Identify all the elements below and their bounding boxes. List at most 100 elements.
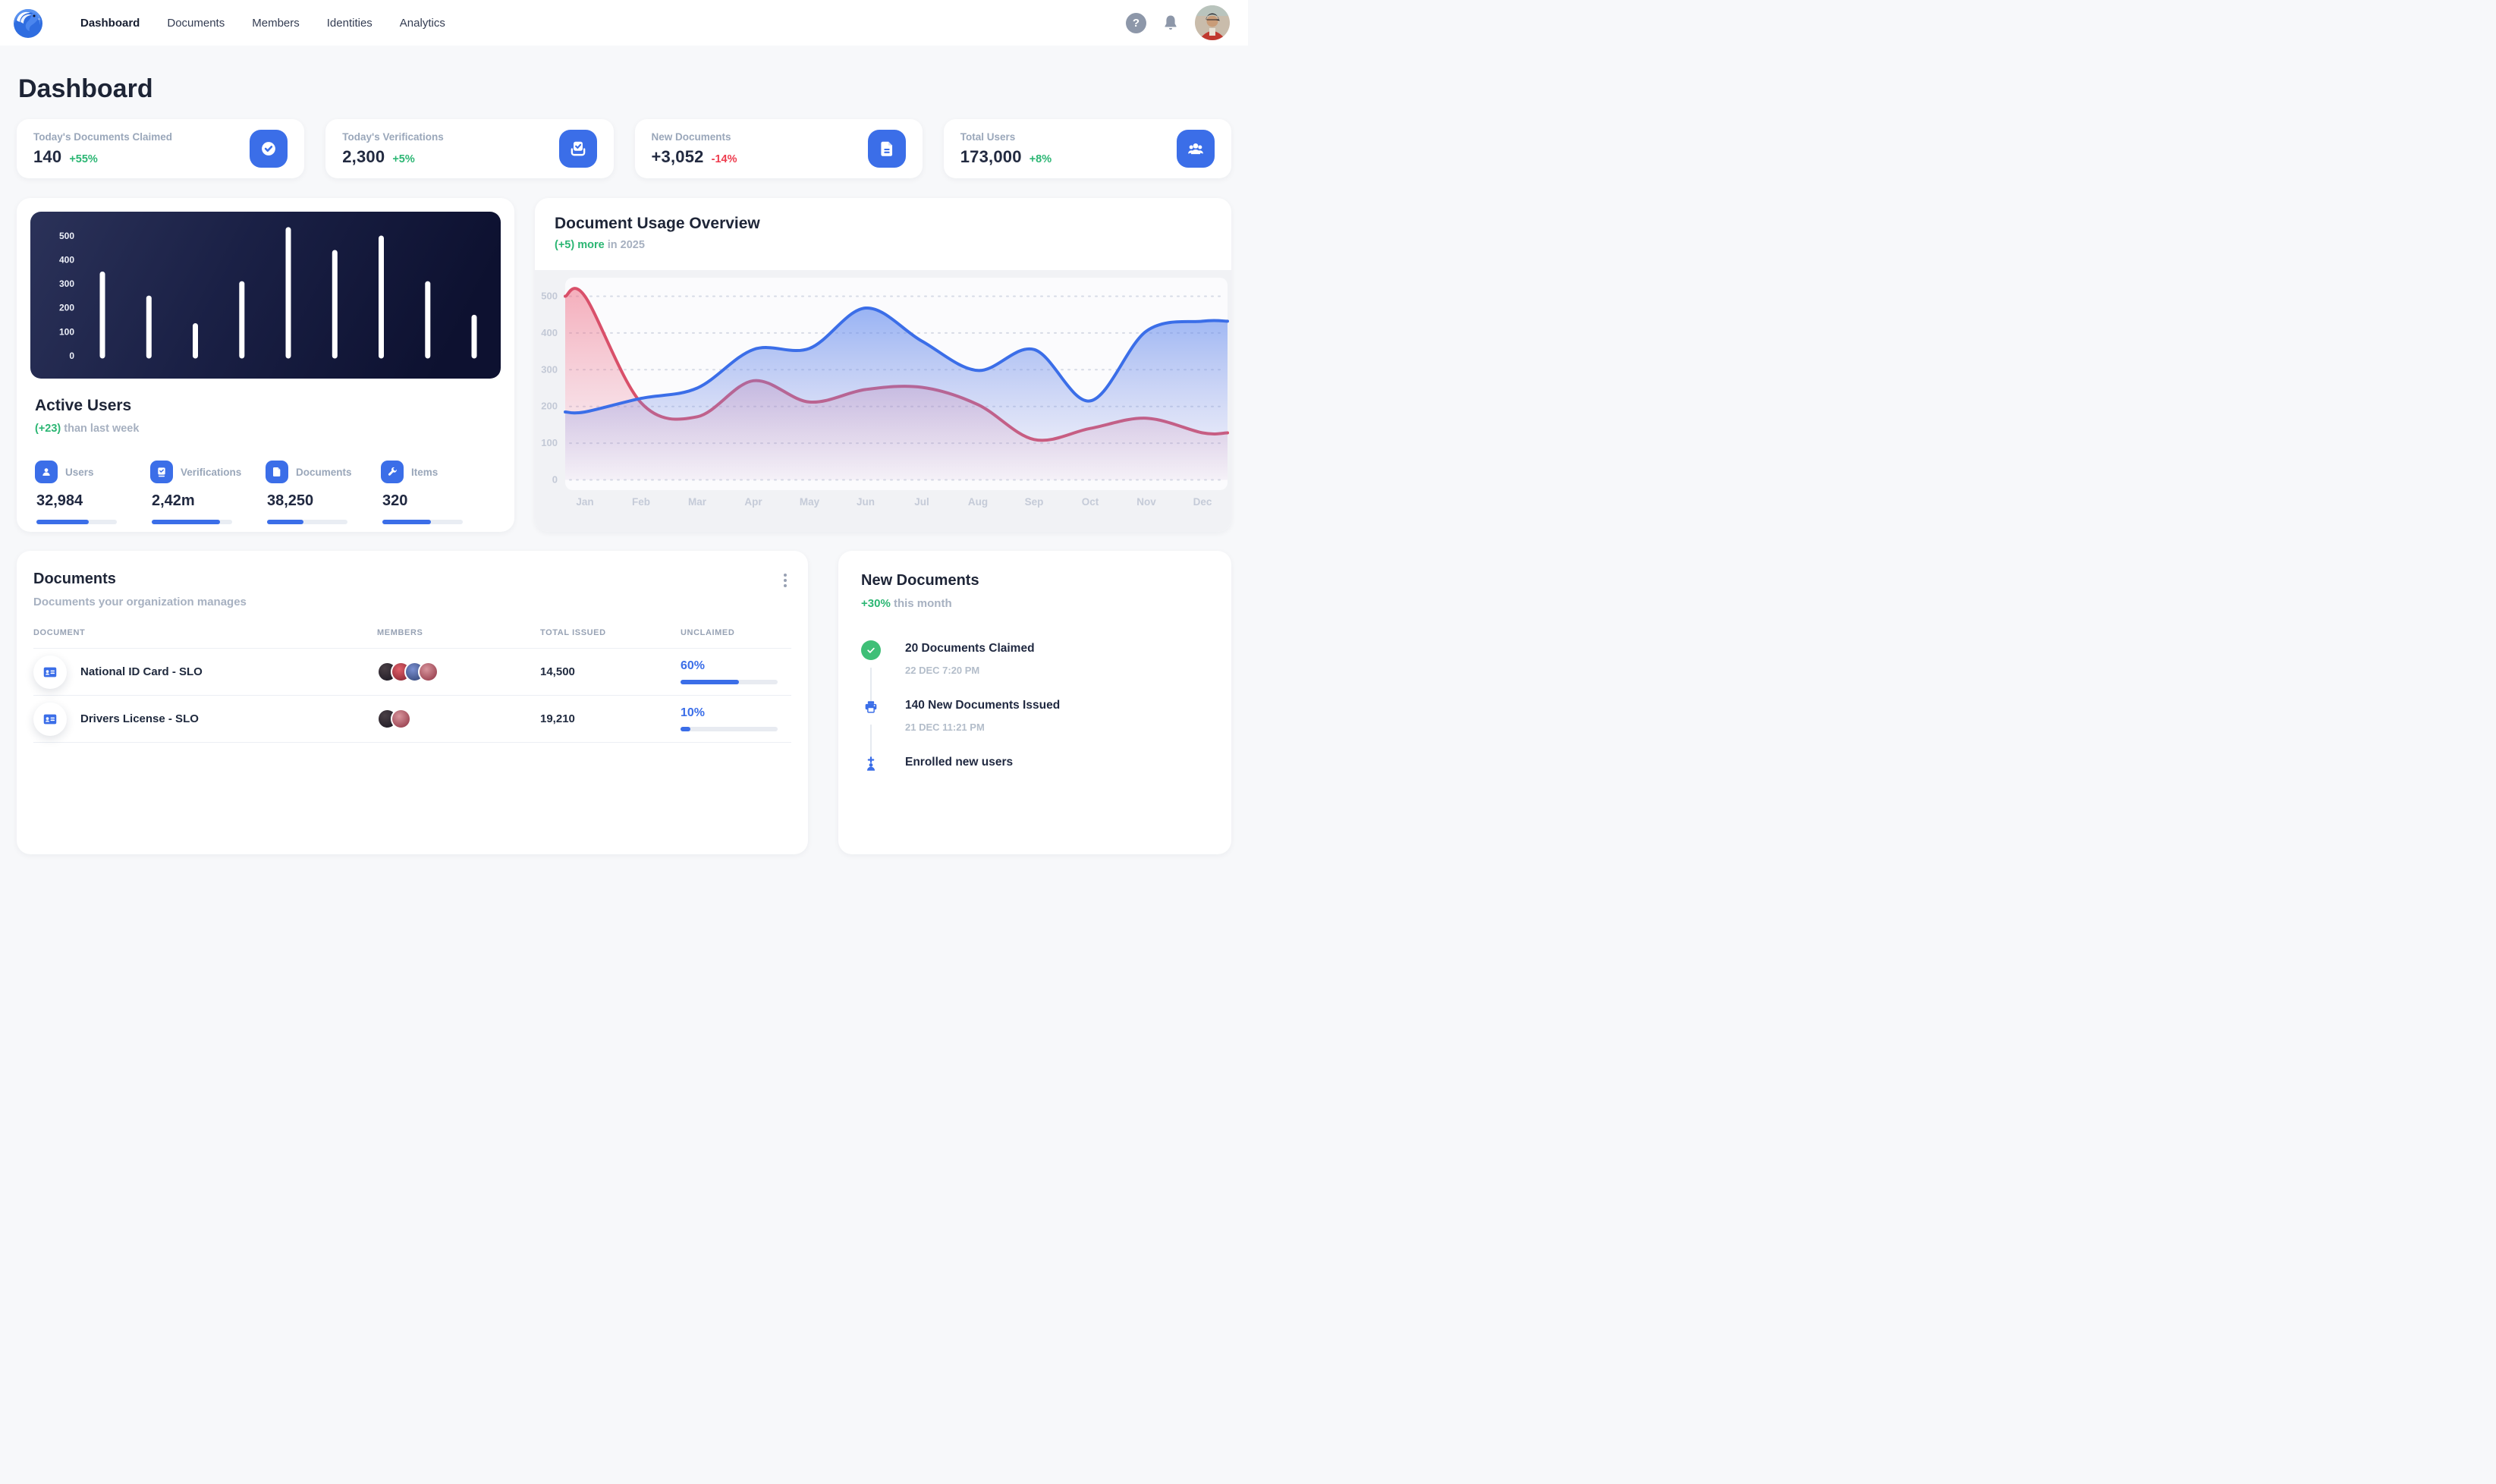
- document-icon: [867, 130, 906, 168]
- help-icon[interactable]: ?: [1126, 12, 1146, 33]
- active-users-bar-chart: 0 100 200 300 400 500: [30, 212, 501, 379]
- metric-progress: [382, 520, 463, 524]
- nav-item-analytics[interactable]: Analytics: [399, 16, 445, 30]
- svg-text:Oct: Oct: [1082, 496, 1099, 508]
- svg-text:Jul: Jul: [914, 496, 929, 508]
- new-documents-title: New Documents: [861, 572, 979, 589]
- svg-text:0: 0: [69, 351, 74, 361]
- stat-label: Today's Verifications: [342, 130, 444, 143]
- nav-item-members[interactable]: Members: [252, 16, 300, 30]
- svg-text:400: 400: [541, 327, 558, 338]
- unclaimed-percent: 10%: [681, 706, 706, 719]
- svg-text:Nov: Nov: [1136, 496, 1156, 508]
- document-name: National ID Card - SLO: [80, 665, 203, 678]
- metric-value: 32,984: [36, 492, 83, 509]
- event-title: 140 New Documents Issued: [905, 699, 1061, 712]
- unclaimed-progress: [681, 727, 778, 731]
- metric-progress: [152, 520, 232, 524]
- stat-delta: +55%: [69, 152, 98, 165]
- svg-text:500: 500: [59, 231, 74, 241]
- metric-label: Users: [65, 466, 94, 478]
- nav-item-dashboard[interactable]: Dashboard: [80, 16, 140, 30]
- printer-icon: [861, 697, 881, 717]
- stat-label: Today's Documents Claimed: [33, 130, 173, 143]
- stat-value: +3,052: [651, 146, 704, 166]
- kebab-menu-icon[interactable]: [781, 571, 790, 590]
- documents-subtitle: Documents your organization manages: [33, 596, 247, 608]
- clipboard-check-icon: [150, 461, 173, 483]
- page-title: Dashboard: [18, 74, 153, 103]
- stat-delta: -14%: [711, 152, 737, 165]
- timeline-event: Enrolled new users: [861, 756, 1209, 792]
- event-time: 21 DEC 11:21 PM: [905, 722, 985, 733]
- documents-table-card: Documents Documents your organization ma…: [17, 551, 808, 854]
- brand-logo-icon[interactable]: [11, 5, 46, 40]
- event-title: 20 Documents Claimed: [905, 642, 1035, 655]
- metric-items: Items 320: [381, 461, 496, 524]
- event-title: Enrolled new users: [905, 756, 1014, 769]
- svg-text:200: 200: [59, 303, 74, 313]
- svg-text:0: 0: [552, 474, 558, 486]
- table-row[interactable]: Drivers License - SLO 19,210 10%: [33, 696, 791, 743]
- svg-text:200: 200: [541, 401, 558, 412]
- column-header-unclaimed: UNCLAIMED: [681, 628, 735, 637]
- timeline-event: 140 New Documents Issued 21 DEC 11:21 PM: [861, 697, 1209, 759]
- metric-value: 320: [382, 492, 408, 509]
- user-avatar[interactable]: [1195, 5, 1230, 40]
- metric-value: 38,250: [267, 492, 314, 509]
- verification-inbox-icon: [558, 130, 597, 168]
- nav-item-documents[interactable]: Documents: [167, 16, 225, 30]
- member-avatar: [418, 662, 439, 682]
- total-issued-value: 19,210: [540, 712, 575, 725]
- stat-cards-row: Today's Documents Claimed 140 +55% Today…: [17, 119, 1231, 178]
- check-badge-icon: [250, 130, 288, 168]
- member-avatar: [391, 709, 411, 729]
- id-card-icon: [33, 655, 67, 689]
- svg-text:100: 100: [541, 437, 558, 448]
- primary-nav: Dashboard Documents Members Identities A…: [80, 17, 445, 30]
- member-avatars: [377, 709, 540, 729]
- notifications-bell-icon[interactable]: [1162, 14, 1180, 32]
- event-time: 22 DEC 7:20 PM: [905, 665, 980, 676]
- active-users-metrics: Users 32,984 Verifications 2,42m: [35, 461, 496, 524]
- id-card-icon: [33, 702, 67, 736]
- user-plus-icon: [861, 754, 881, 774]
- stat-value: 140: [33, 146, 62, 166]
- usage-title: Document Usage Overview: [555, 215, 760, 232]
- users-group-icon: [1177, 130, 1215, 168]
- documents-title: Documents: [33, 571, 116, 587]
- check-circle-icon: [861, 640, 881, 660]
- wrench-icon: [381, 461, 404, 483]
- metric-verifications: Verifications 2,42m: [150, 461, 266, 524]
- stat-delta: +8%: [1029, 152, 1052, 165]
- svg-text:Mar: Mar: [688, 496, 707, 508]
- metric-users: Users 32,984: [35, 461, 150, 524]
- nav-item-identities[interactable]: Identities: [326, 16, 373, 30]
- svg-text:Aug: Aug: [968, 496, 988, 508]
- column-header-document: DOCUMENT: [33, 628, 86, 637]
- stat-delta: +5%: [392, 152, 415, 165]
- table-header: DOCUMENT MEMBERS TOTAL ISSUED UNCLAIMED: [33, 628, 791, 649]
- new-documents-timeline: 20 Documents Claimed 22 DEC 7:20 PM 140 …: [861, 640, 1209, 792]
- svg-text:Jan: Jan: [576, 496, 593, 508]
- active-users-subtitle: (+23) than last week: [35, 423, 140, 435]
- timeline-event: 20 Documents Claimed 22 DEC 7:20 PM: [861, 640, 1209, 702]
- usage-subtitle: (+5) more in 2025: [555, 239, 645, 251]
- svg-text:500: 500: [541, 291, 558, 302]
- svg-text:300: 300: [541, 363, 558, 375]
- document-icon: [266, 461, 288, 483]
- unclaimed-percent: 60%: [681, 659, 706, 672]
- stat-card-verifications: Today's Verifications 2,300 +5%: [325, 119, 614, 178]
- svg-text:Sep: Sep: [1025, 496, 1044, 508]
- new-documents-subtitle: +30% this month: [861, 597, 952, 610]
- metric-documents: Documents 38,250: [266, 461, 381, 524]
- user-icon: [35, 461, 58, 483]
- stat-value: 2,300: [342, 146, 385, 166]
- metric-progress: [267, 520, 347, 524]
- active-users-title: Active Users: [35, 397, 132, 414]
- top-nav-bar: Dashboard Documents Members Identities A…: [0, 0, 1248, 46]
- member-avatars: [377, 662, 540, 682]
- table-row[interactable]: National ID Card - SLO 14,500 60%: [33, 649, 791, 696]
- stat-card-documents-claimed: Today's Documents Claimed 140 +55%: [17, 119, 305, 178]
- metric-label: Verifications: [181, 466, 242, 478]
